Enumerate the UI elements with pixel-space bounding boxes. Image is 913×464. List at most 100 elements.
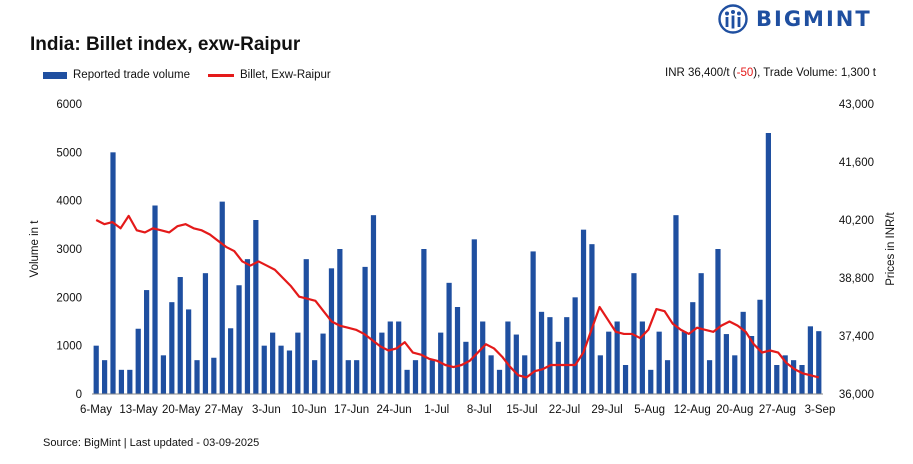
x-tick-label: 8-Jul: [467, 404, 492, 416]
volume-bar: [740, 311, 746, 394]
y-right-tick-label: 36,000: [839, 389, 874, 401]
volume-bar: [614, 321, 620, 394]
y-left-axis-label: Volume in t: [29, 220, 41, 278]
bigmint-logo-icon: [718, 4, 748, 34]
volume-bar: [555, 341, 561, 394]
volume-bar: [202, 273, 209, 394]
legend-label-price: Billet, Exw-Raipur: [239, 69, 331, 81]
volume-bar: [774, 365, 780, 394]
legend-swatch-volume: [43, 71, 67, 79]
y-left-tick-label: 0: [76, 389, 82, 401]
volume-bar: [496, 369, 503, 394]
volume-bar: [244, 259, 251, 394]
volume-bar: [312, 360, 318, 394]
volume-bar: [631, 273, 637, 394]
volume-bar: [790, 360, 797, 394]
volume-bar: [471, 239, 477, 394]
volume-bar: [765, 133, 771, 394]
x-tick-label: 10-Jun: [291, 404, 326, 416]
volume-bar: [320, 333, 326, 394]
volume-bar: [194, 360, 200, 394]
volume-bar: [152, 205, 158, 394]
volume-bar: [404, 369, 410, 394]
volume-bar: [253, 220, 259, 394]
volume-bar: [446, 282, 452, 394]
volume-bar: [480, 321, 486, 394]
volume-bar: [622, 365, 629, 394]
y-right-tick-label: 41,600: [839, 157, 874, 169]
volume-bar: [169, 302, 175, 394]
volume-bar: [816, 331, 822, 394]
volume-bar: [303, 259, 309, 394]
volume-bar: [547, 317, 553, 394]
chart-legend: Reported trade volume Billet, Exw-Raipur: [43, 69, 331, 81]
y-left-tick-label: 6000: [56, 99, 82, 111]
volume-bar: [706, 360, 713, 394]
volume-bar: [387, 321, 393, 394]
volume-bar: [564, 317, 570, 394]
x-tick-label: 13-May: [119, 404, 158, 416]
y-right-axis-label: Prices in INR/t: [885, 211, 897, 285]
brand-name: BIGMINT: [756, 7, 872, 31]
y-left-tick-label: 5000: [56, 147, 82, 159]
volume-bar: [639, 321, 645, 394]
volume-bar: [328, 268, 335, 394]
x-tick-label: 20-May: [162, 404, 201, 416]
latest-price-info: INR 36,400/t (-50), Trade Volume: 1,300 …: [665, 67, 876, 79]
volume-bar: [673, 215, 679, 394]
x-tick-label: 5-Aug: [634, 404, 665, 416]
y-right-tick-label: 38,800: [839, 273, 874, 285]
x-tick-label: 1-Jul: [424, 404, 449, 416]
volume-bar: [648, 369, 654, 394]
volume-bar: [429, 360, 435, 394]
volume-bar: [757, 299, 763, 394]
volume-bar: [748, 336, 755, 394]
legend-label-volume: Reported trade volume: [73, 69, 190, 81]
volume-bar: [799, 365, 805, 394]
volume-bar: [538, 311, 545, 394]
volume-bar: [681, 331, 687, 394]
volume-bar: [102, 360, 108, 394]
volume-bar: [186, 309, 192, 394]
info-prefix: INR 36,400/t (: [665, 67, 737, 79]
volume-bar: [597, 355, 603, 394]
y-right-tick-label: 43,000: [839, 99, 874, 111]
x-tick-label: 6-May: [80, 404, 112, 416]
volume-bar: [236, 285, 242, 394]
volume-bar: [127, 369, 133, 394]
volume-bar: [379, 332, 385, 394]
y-left-tick-label: 1000: [56, 341, 82, 353]
volume-bar: [354, 360, 360, 394]
volume-bar: [807, 326, 813, 394]
volume-bar: [505, 321, 511, 394]
volume-bar: [177, 277, 183, 394]
chart-title: India: Billet index, exw-Raipur: [30, 34, 301, 55]
volume-bar: [278, 345, 284, 394]
volume-bar: [732, 355, 738, 394]
volume-bar: [690, 302, 696, 394]
volume-bar: [421, 249, 427, 394]
y-left-tick-label: 4000: [56, 196, 82, 208]
volume-bar: [454, 307, 461, 394]
volume-bar: [572, 297, 578, 394]
volume-bar: [698, 273, 704, 394]
volume-bar: [463, 341, 469, 394]
volume-bar: [144, 290, 150, 394]
x-tick-label: 15-Jul: [506, 404, 537, 416]
volume-bar: [228, 328, 234, 394]
volume-bar: [370, 215, 377, 394]
price-line: [95, 214, 820, 379]
volume-bar: [782, 355, 788, 394]
volume-bar: [160, 355, 167, 394]
legend-swatch-price: [207, 73, 234, 77]
volume-bar: [93, 345, 99, 394]
volume-bar: [606, 331, 612, 394]
y-right-tick-label: 40,200: [839, 215, 874, 227]
x-tick-label: 27-Aug: [759, 404, 796, 416]
volume-bar: [522, 355, 528, 394]
volume-bar: [337, 249, 343, 394]
volume-bar: [656, 331, 662, 394]
y-left-tick-label: 2000: [56, 292, 82, 304]
x-tick-label: 29-Jul: [591, 404, 622, 416]
